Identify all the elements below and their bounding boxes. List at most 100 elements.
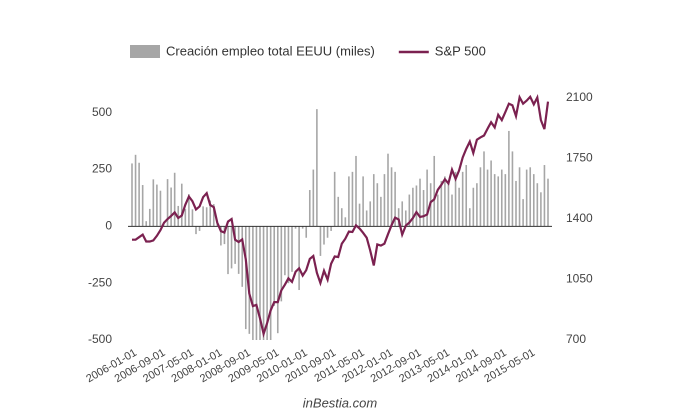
bar bbox=[273, 226, 276, 306]
bar bbox=[294, 226, 297, 229]
bar bbox=[543, 165, 546, 227]
legend-label: S&P 500 bbox=[435, 43, 486, 58]
legend-swatch bbox=[130, 45, 160, 58]
bar bbox=[433, 155, 436, 227]
bar bbox=[380, 196, 382, 227]
bar bbox=[134, 154, 137, 227]
bar bbox=[465, 165, 468, 227]
bar bbox=[419, 178, 421, 227]
bar bbox=[390, 167, 393, 227]
bar bbox=[220, 226, 222, 246]
y2-tick-label: 1750 bbox=[566, 151, 593, 165]
bar bbox=[451, 194, 453, 227]
bar bbox=[269, 226, 272, 340]
y2-tick-label: 700 bbox=[566, 332, 586, 346]
bar bbox=[266, 226, 268, 340]
bar bbox=[287, 226, 290, 284]
bar bbox=[486, 169, 489, 227]
bar bbox=[188, 194, 190, 227]
bar bbox=[305, 226, 308, 238]
bar bbox=[536, 183, 539, 227]
bar bbox=[362, 176, 364, 227]
bar bbox=[198, 226, 201, 231]
bar bbox=[323, 226, 325, 245]
bar bbox=[205, 207, 208, 227]
bar bbox=[540, 192, 542, 227]
bar bbox=[383, 174, 386, 227]
footer: inBestia.com bbox=[303, 395, 378, 410]
bar bbox=[504, 174, 507, 227]
bar bbox=[518, 167, 521, 227]
bar bbox=[387, 153, 389, 227]
bar bbox=[454, 171, 457, 227]
bar bbox=[372, 174, 375, 227]
bar bbox=[511, 151, 514, 227]
bar bbox=[148, 208, 151, 227]
bar bbox=[522, 199, 524, 227]
bar bbox=[344, 217, 347, 227]
bar bbox=[138, 162, 140, 227]
bar bbox=[191, 209, 194, 227]
bar bbox=[180, 183, 183, 227]
y-tick-label: 500 bbox=[92, 105, 112, 119]
bar bbox=[152, 179, 155, 227]
bar bbox=[248, 226, 251, 334]
bar bbox=[365, 210, 368, 227]
bar bbox=[479, 167, 482, 227]
bar bbox=[508, 130, 510, 227]
bar bbox=[326, 226, 329, 238]
legend-label: Creación empleo total EEUU (miles) bbox=[166, 43, 375, 58]
bar bbox=[291, 226, 293, 272]
bar bbox=[259, 226, 261, 340]
bar bbox=[227, 226, 229, 275]
bar bbox=[497, 176, 500, 227]
bar bbox=[141, 185, 144, 227]
bar bbox=[337, 196, 340, 227]
bar bbox=[458, 187, 460, 227]
bar bbox=[237, 226, 240, 274]
bar bbox=[241, 226, 244, 287]
bar bbox=[308, 190, 311, 227]
bar bbox=[340, 208, 343, 227]
bar bbox=[500, 169, 503, 227]
bar bbox=[529, 167, 532, 227]
bar bbox=[447, 183, 450, 227]
bar bbox=[412, 187, 414, 227]
y-tick-label: 250 bbox=[92, 162, 112, 176]
bar bbox=[404, 210, 407, 227]
bar bbox=[316, 109, 318, 227]
bar bbox=[195, 226, 197, 235]
bar bbox=[255, 226, 258, 340]
bar bbox=[230, 226, 233, 269]
bar bbox=[330, 226, 332, 231]
bar bbox=[472, 187, 475, 227]
y2-tick-label: 2100 bbox=[566, 90, 593, 104]
bar bbox=[312, 169, 315, 227]
bar bbox=[301, 226, 304, 229]
bar bbox=[173, 172, 176, 227]
bar bbox=[209, 200, 212, 227]
bar bbox=[468, 208, 471, 227]
bar bbox=[369, 201, 372, 227]
bar bbox=[436, 194, 439, 227]
bar bbox=[493, 174, 496, 227]
y2-tick-label: 1050 bbox=[566, 272, 593, 286]
bar bbox=[156, 184, 158, 227]
bar bbox=[422, 190, 425, 227]
bar bbox=[159, 190, 162, 227]
y-tick-label: -250 bbox=[88, 275, 112, 289]
bar bbox=[252, 226, 254, 340]
bar bbox=[244, 226, 247, 330]
bar bbox=[515, 180, 517, 227]
bar bbox=[426, 169, 428, 227]
bar bbox=[348, 176, 350, 227]
bar bbox=[358, 203, 361, 227]
bar bbox=[170, 187, 172, 227]
bar bbox=[319, 226, 322, 256]
bar bbox=[483, 151, 485, 227]
bar bbox=[408, 194, 411, 227]
y-tick-label: 0 bbox=[105, 219, 112, 233]
bar bbox=[461, 171, 464, 227]
bar bbox=[276, 226, 279, 334]
